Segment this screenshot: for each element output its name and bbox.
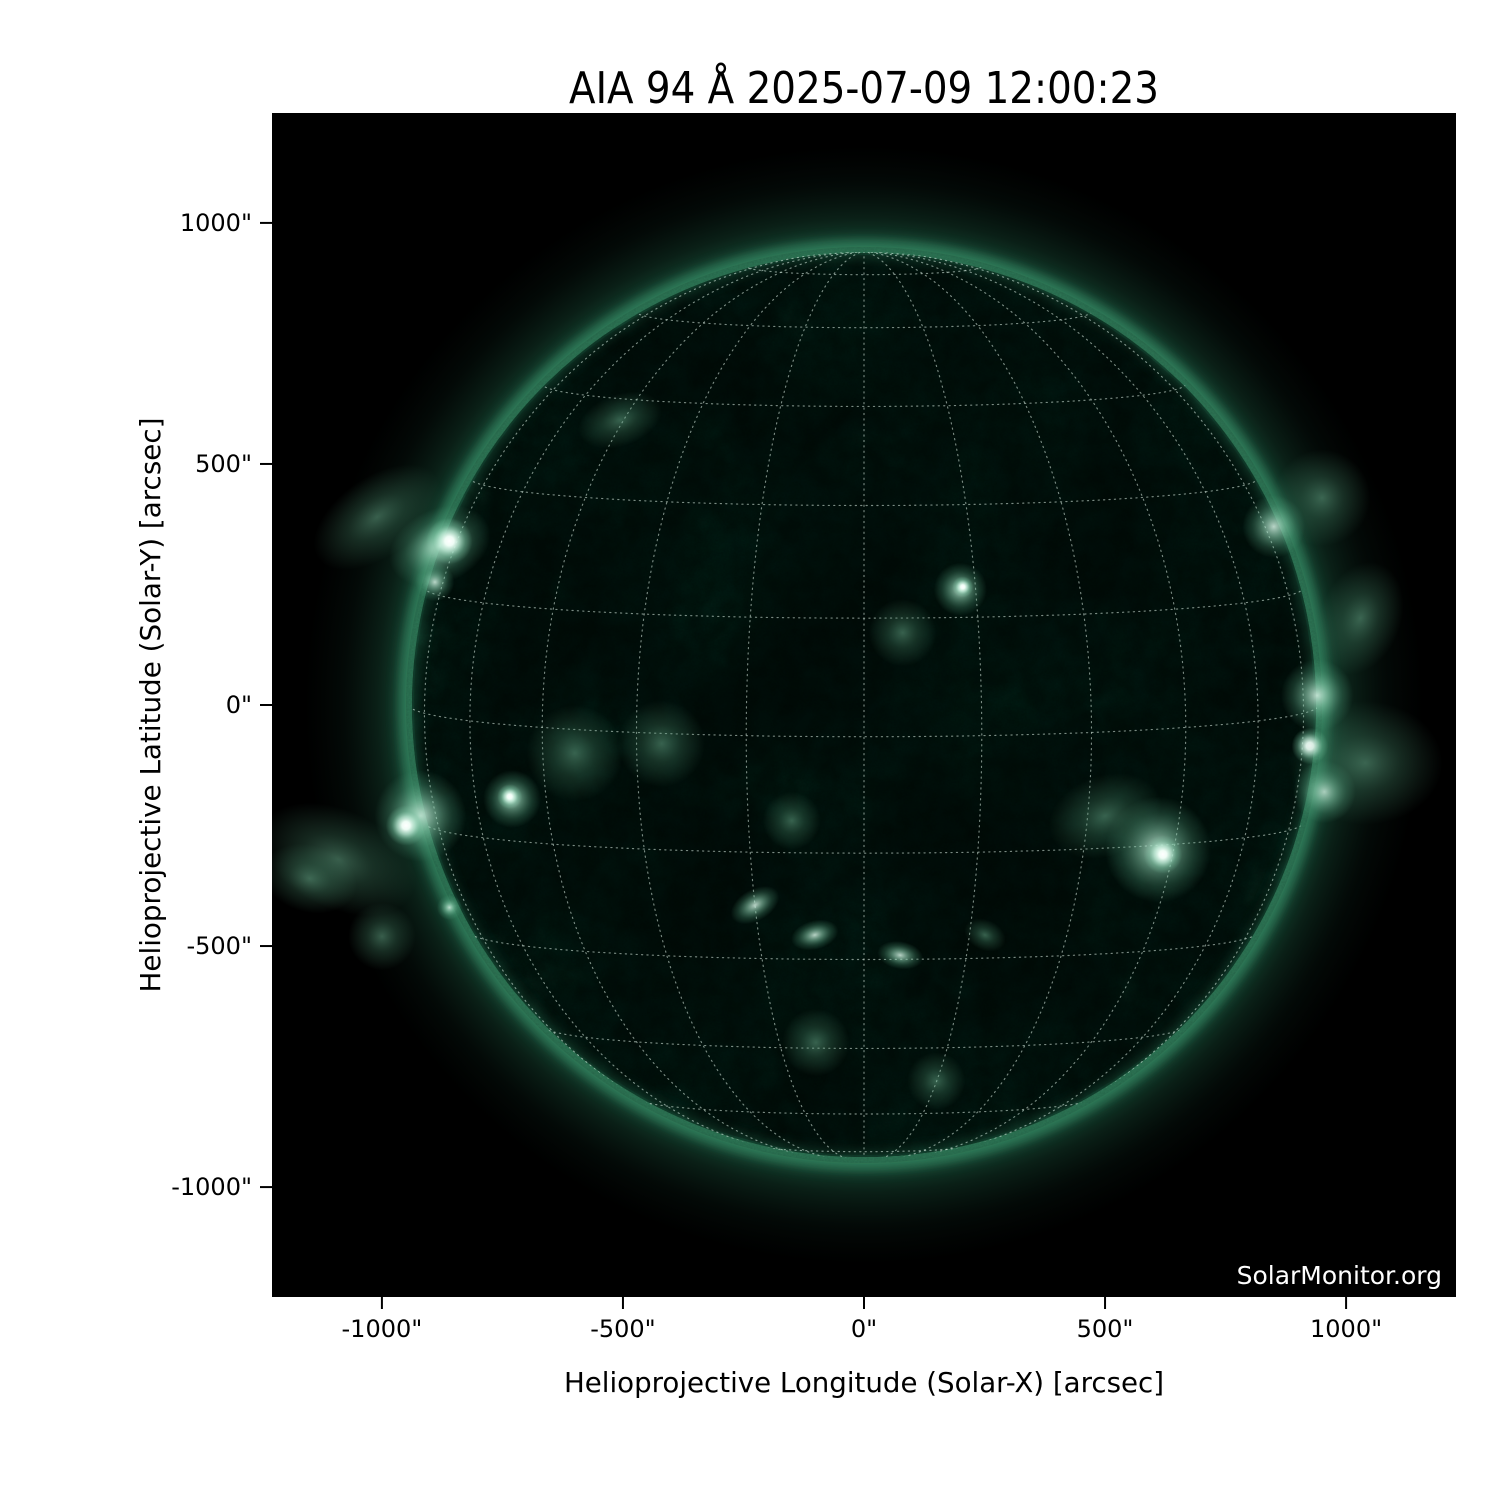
grid-meridian	[635, 252, 865, 1158]
active-region	[952, 576, 974, 598]
x-tick-label: -500"	[590, 1315, 656, 1343]
y-tick-label: 1000"	[180, 209, 252, 237]
active-region	[782, 1008, 850, 1077]
grid-parallel	[543, 1027, 1185, 1050]
active-region	[385, 805, 427, 846]
x-tick-label: 500"	[1077, 1315, 1134, 1343]
active-region	[762, 791, 821, 850]
y-tick-label: 500"	[195, 450, 252, 478]
grid-parallel	[635, 310, 1093, 329]
active-region	[1317, 562, 1404, 675]
active-region	[436, 895, 462, 920]
active-region	[791, 919, 839, 951]
grid-meridian	[863, 252, 983, 1158]
grid-parallel	[469, 477, 1259, 507]
grid-parallel	[424, 823, 1304, 854]
y-tick-label: 0"	[226, 691, 252, 719]
y-axis-ticks: 1000" 500" 0" -500" -1000"	[171, 209, 272, 1201]
active-region	[907, 1052, 966, 1110]
y-tick-label: -1000"	[171, 1173, 252, 1201]
active-region	[348, 902, 416, 971]
active-region	[426, 518, 473, 565]
active-region	[1048, 772, 1162, 859]
x-tick-label: 1000"	[1310, 1315, 1382, 1343]
grid-parallel	[751, 1145, 977, 1153]
grid-meridian	[541, 252, 865, 1158]
grid-meridian	[863, 252, 1187, 1158]
watermark: SolarMonitor.org	[1237, 1261, 1442, 1290]
grid-parallel	[423, 586, 1305, 619]
grid-meridian	[863, 252, 1093, 1158]
figure-title: AIA 94 Å 2025-07-09 12:00:23	[569, 61, 1159, 114]
active-region	[497, 784, 523, 810]
active-region	[526, 705, 623, 802]
active-region	[877, 940, 924, 970]
active-region	[415, 562, 455, 602]
y-axis-label: Helioprojective Latitude (Solar-Y) [arcs…	[134, 418, 167, 993]
active-region	[868, 599, 937, 667]
active-region	[1273, 449, 1371, 546]
active-region	[578, 391, 662, 449]
grid-parallel	[470, 933, 1258, 961]
active-region	[964, 918, 1006, 952]
x-axis-label: Helioprojective Longitude (Solar-X) [arc…	[564, 1366, 1164, 1399]
x-tick-label: 0"	[851, 1315, 877, 1343]
active-region	[618, 700, 705, 787]
active-region	[272, 843, 357, 914]
active-regions	[272, 391, 1443, 1110]
active-region	[313, 464, 441, 570]
grid-parallel	[541, 382, 1187, 407]
plot-area: SolarMonitor.org	[272, 113, 1456, 1297]
x-tick-label: -1000"	[342, 1315, 423, 1343]
grid-meridian	[745, 252, 865, 1158]
active-region	[1143, 835, 1183, 874]
active-region	[1288, 701, 1443, 825]
x-axis-ticks: -1000" -500" 0" 500" 1000"	[342, 1297, 1382, 1343]
y-tick-label: -500"	[186, 932, 252, 960]
active-region	[730, 885, 780, 925]
